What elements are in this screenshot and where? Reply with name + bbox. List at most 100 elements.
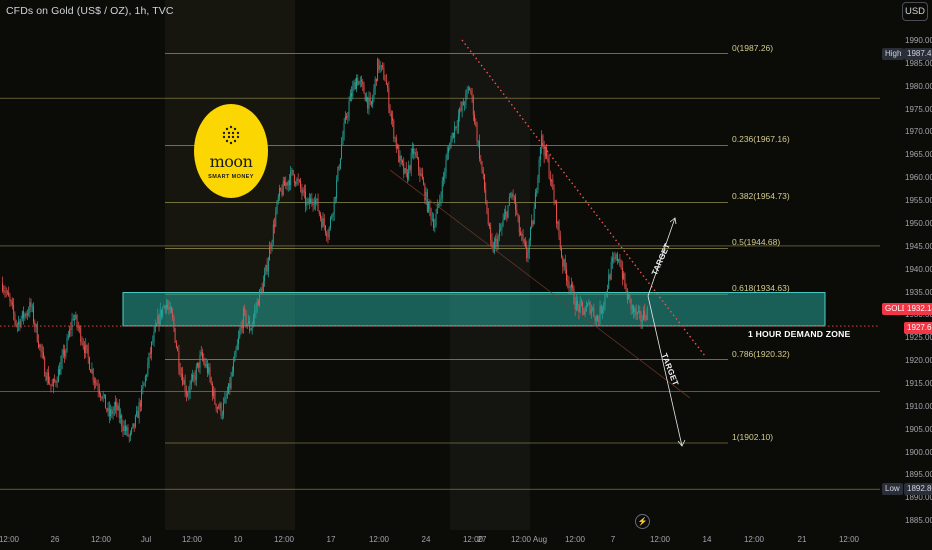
price-axis[interactable]: 1990.00 1985.00 1980.00 1975.00 1970.00 1965.… [880, 0, 932, 550]
candle-body [513, 196, 515, 198]
time-tick-label: 12:00 [273, 535, 295, 544]
candle-body [461, 102, 463, 111]
time-tick-label: Aug [532, 535, 548, 544]
price-tick-label: 1900.00 [905, 447, 932, 457]
candle-body [542, 135, 544, 147]
candle-body [641, 319, 643, 322]
price-tick-label: 1985.00 [905, 58, 932, 68]
candle-body [447, 147, 449, 153]
candle-body [421, 173, 423, 180]
candle-body [265, 265, 267, 275]
candle-body [582, 302, 584, 309]
candle-body [435, 213, 437, 226]
candle-body [101, 396, 103, 399]
candle-body [55, 380, 57, 383]
price-tick-label: 1920.00 [905, 356, 932, 366]
candle-body [131, 427, 133, 433]
candle-body [561, 248, 562, 258]
candle-body [508, 197, 510, 206]
candle-body [592, 308, 593, 310]
candle-body [266, 265, 268, 272]
time-tick-label: 12:00 [462, 535, 484, 544]
fib-level-label: 1(1902.10) [732, 432, 774, 442]
candle-body [643, 310, 644, 320]
candle-body [363, 84, 365, 94]
candle-body [164, 305, 166, 309]
candle-body [322, 218, 324, 228]
candle-body [316, 198, 318, 201]
candle-body [433, 219, 434, 228]
candle-body [462, 102, 464, 106]
candle-body [443, 176, 444, 181]
candle-body [604, 295, 606, 305]
candle-body [515, 197, 516, 210]
candle-body [100, 393, 102, 397]
candle-body [44, 357, 46, 377]
candle-body [122, 426, 124, 432]
candle-body [98, 390, 100, 394]
candle-body [285, 182, 287, 186]
candle-body [254, 311, 256, 318]
candle-body [25, 313, 27, 316]
candle-body [507, 205, 509, 218]
candle-body [204, 361, 206, 367]
candle-body [569, 287, 571, 289]
candle-body [614, 257, 616, 260]
candle-body [392, 117, 393, 121]
candle-body [139, 402, 141, 407]
candle-body [349, 93, 351, 102]
price-tick-label: 1895.00 [905, 470, 932, 480]
candle-body [223, 402, 225, 416]
time-tick-label: 7 [610, 535, 616, 544]
currency-button[interactable]: USD [902, 2, 928, 21]
candle-body [45, 376, 47, 381]
candle-body [274, 224, 275, 227]
candle-body [579, 301, 581, 313]
candle-body [209, 367, 211, 378]
candle-body [184, 380, 186, 392]
candle-body [455, 126, 457, 128]
candle-body [634, 308, 636, 313]
candle-body [215, 403, 217, 409]
candle-body [113, 406, 115, 411]
candle-body [517, 214, 519, 217]
candle-body [628, 294, 629, 300]
candle-body [460, 108, 462, 111]
candle-body [426, 191, 428, 212]
candle-body [50, 384, 52, 386]
last-price-tag: 1927.66 [904, 322, 932, 334]
candle-body [393, 120, 395, 139]
candle-body [163, 305, 165, 308]
candle-body [334, 197, 336, 199]
candle-body [106, 408, 108, 412]
candle-body [11, 302, 13, 305]
candle-body [129, 432, 131, 437]
candle-body [54, 379, 56, 381]
candle-body [482, 170, 484, 175]
candle-body [143, 382, 145, 386]
candle-body [303, 190, 305, 192]
candle-body [97, 385, 99, 391]
price-tick-label: 1945.00 [905, 241, 932, 251]
candle-body [272, 224, 274, 242]
candle-body [423, 179, 425, 185]
candle-body [564, 259, 566, 270]
candle-body [348, 101, 350, 115]
candle-body [480, 158, 482, 162]
candle-body [190, 379, 192, 385]
candle-body [382, 65, 384, 68]
candle-body [343, 122, 345, 136]
price-chart[interactable] [0, 0, 880, 550]
candle-body [487, 213, 489, 224]
candle-body [578, 304, 580, 313]
candle-body [96, 382, 98, 386]
candle-body [605, 293, 607, 296]
candle-body [211, 383, 213, 397]
candle-body [317, 198, 319, 211]
candle-body [81, 341, 83, 344]
lightning-icon[interactable]: ⚡ [635, 514, 650, 529]
candle-body [506, 211, 508, 218]
candle-body [177, 347, 179, 351]
candle-body [353, 82, 355, 87]
